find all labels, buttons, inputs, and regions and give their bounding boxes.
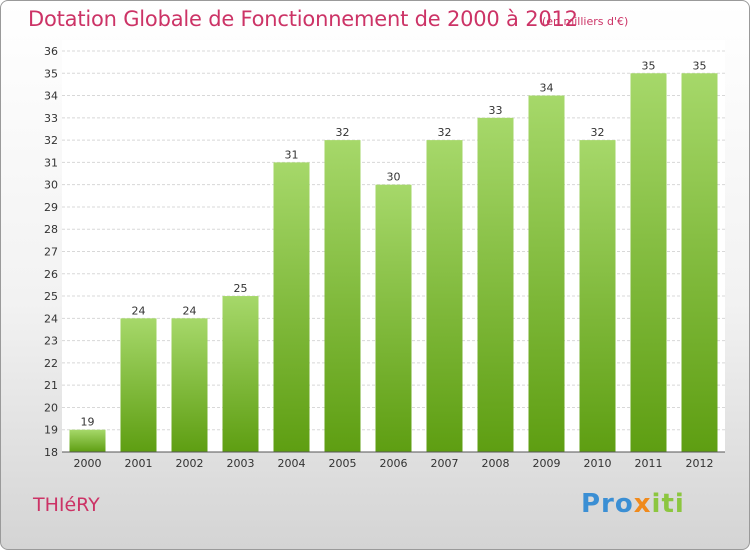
y-tick-label: 18 <box>44 446 58 459</box>
y-tick-label: 26 <box>44 268 58 281</box>
data-label-2001: 24 <box>132 304 146 317</box>
logo-part-3: iti <box>651 489 685 519</box>
data-label-2003: 25 <box>234 282 248 295</box>
bar-2005 <box>324 140 361 452</box>
data-label-2005: 32 <box>336 126 350 139</box>
x-tick-label: 2004 <box>278 457 306 470</box>
x-tick-label: 2000 <box>74 457 102 470</box>
bar-2003 <box>222 296 259 452</box>
y-tick-label: 29 <box>44 201 58 214</box>
data-label-2002: 24 <box>183 304 197 317</box>
x-tick-label: 2009 <box>533 457 561 470</box>
data-label-2009: 34 <box>540 82 554 95</box>
y-tick-label: 23 <box>44 335 58 348</box>
bar-2004 <box>273 162 310 452</box>
data-label-2006: 30 <box>387 171 401 184</box>
x-tick-label: 2001 <box>125 457 153 470</box>
y-tick-label: 36 <box>44 45 58 58</box>
y-tick-label: 22 <box>44 357 58 370</box>
data-label-2004: 31 <box>285 148 299 161</box>
data-label-2000: 19 <box>81 416 95 429</box>
data-label-2010: 32 <box>591 126 605 139</box>
y-axis-ticks: 18 19 20 21 22 23 24 25 26 27 28 29 30 31 32 33 34 35 36 <box>44 45 58 459</box>
data-label-2008: 33 <box>489 104 503 117</box>
x-tick-label: 2010 <box>584 457 612 470</box>
logo-part-2: x <box>633 489 652 519</box>
x-tick-label: 2005 <box>329 457 357 470</box>
bar-2010 <box>579 140 616 452</box>
x-tick-label: 2006 <box>380 457 408 470</box>
y-tick-label: 31 <box>44 156 58 169</box>
y-tick-label: 19 <box>44 424 58 437</box>
bar-2012 <box>681 73 718 453</box>
y-tick-label: 24 <box>44 312 58 325</box>
x-tick-label: 2002 <box>176 457 204 470</box>
x-tick-label: 2011 <box>635 457 663 470</box>
data-label-2012: 35 <box>693 59 707 72</box>
y-tick-label: 27 <box>44 246 58 259</box>
bar-2000 <box>69 429 106 452</box>
y-tick-label: 21 <box>44 379 58 392</box>
bar-2001 <box>120 318 157 452</box>
data-label-2011: 35 <box>642 59 656 72</box>
x-tick-label: 2008 <box>482 457 510 470</box>
y-tick-label: 34 <box>44 90 58 103</box>
y-tick-label: 20 <box>44 401 58 414</box>
y-tick-label: 25 <box>44 290 58 303</box>
y-tick-label: 28 <box>44 223 58 236</box>
unit-label: (en milliers d'€) <box>542 15 629 28</box>
y-tick-label: 32 <box>44 134 58 147</box>
x-tick-label: 2012 <box>686 457 714 470</box>
bar-2006 <box>375 184 412 452</box>
x-tick-label: 2007 <box>431 457 459 470</box>
commune-name: THIéRY <box>33 494 100 516</box>
data-labels: 19 24 24 25 31 32 30 32 33 34 32 35 35 <box>81 59 707 428</box>
bars <box>69 73 718 453</box>
logo-part-1: Pro <box>581 489 634 519</box>
x-axis-ticks: 2000 2001 2002 2003 2004 2005 2006 2007 2008 2009… <box>74 457 714 470</box>
bar-2007 <box>426 140 463 452</box>
chart-title: Dotation Globale de Fonctionnement de 20… <box>28 7 578 31</box>
data-label-2007: 32 <box>438 126 452 139</box>
bar-2008 <box>477 117 514 452</box>
bar-2011 <box>630 73 667 453</box>
proxiti-logo: Proxiti <box>581 489 685 519</box>
y-tick-label: 35 <box>44 67 58 80</box>
x-tick-label: 2003 <box>227 457 255 470</box>
y-tick-label: 30 <box>44 179 58 192</box>
bar-2009 <box>528 95 565 453</box>
bar-2002 <box>171 318 208 452</box>
y-tick-label: 33 <box>44 112 58 125</box>
